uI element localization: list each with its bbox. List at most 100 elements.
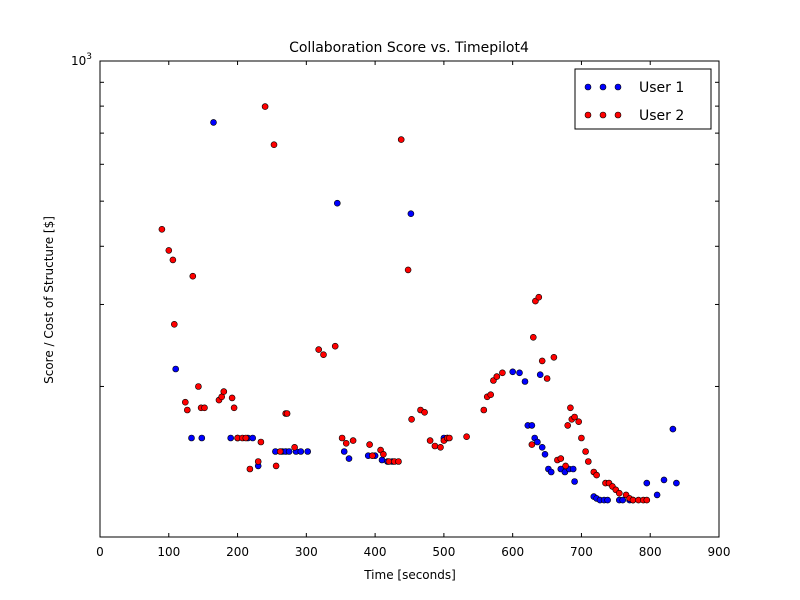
data-point-user-2 [463,433,470,441]
data-point-user-2 [426,437,434,444]
data-point-user-1 [333,199,341,207]
data-point-user-2 [404,266,412,274]
data-point-user-2 [257,438,265,446]
data-point-user-1 [571,478,578,485]
data-point-user-1 [604,496,611,504]
data-point-user-1 [378,456,386,464]
x-tick-label: 500 [432,545,455,559]
data-point-user-1 [673,479,680,487]
data-point-user-2 [538,357,546,365]
data-point-user-2 [349,437,357,444]
data-point-user-2 [315,346,323,353]
y-axis-label: Score / Cost of Structure [$] [42,216,56,384]
data-point-user-2 [366,441,373,448]
data-point-user-2 [338,434,346,442]
x-tick-label: 100 [157,545,180,559]
data-point-user-1 [285,448,293,455]
data-point-user-2 [543,375,551,382]
data-point-user-2 [270,141,278,148]
data-point-user-2 [342,439,350,447]
data-point-user-2 [550,353,558,361]
data-point-user-2 [320,351,327,359]
data-point-user-1 [345,455,353,462]
data-point-user-2 [557,455,565,462]
data-point-user-2 [184,406,191,414]
x-axis-label: Time [seconds] [363,568,456,582]
data-point-user-2 [385,458,393,465]
x-tick-label: 800 [639,545,662,559]
data-point-user-2 [493,373,501,380]
data-point-user-2 [562,462,569,470]
data-point-user-2 [158,226,166,233]
data-point-user-1 [669,425,677,433]
data-point-user-2 [564,422,572,429]
data-point-user-2 [246,465,254,473]
data-point-user-1 [198,434,206,442]
data-point-user-1 [516,369,523,377]
x-tick-label: 700 [570,545,593,559]
data-point-user-1 [538,443,546,451]
data-point-user-2 [228,394,236,402]
data-point-user-2 [261,103,269,110]
data-point-user-1 [660,476,668,484]
data-point-user-2 [331,342,339,350]
data-point-user-2 [446,434,453,442]
data-point-user-2 [529,333,537,341]
x-tick-label: 200 [226,545,249,559]
data-point-user-1 [210,119,217,126]
legend-marker [584,111,592,119]
legend-marker [614,83,622,91]
data-point-user-2 [169,256,177,264]
data-point-user-2 [629,496,637,504]
data-point-user-2 [369,452,376,460]
data-point-user-2 [567,404,574,412]
data-point-user-2 [437,443,444,451]
data-point-user-2 [195,383,202,390]
data-point-user-2 [397,136,405,143]
data-point-user-2 [528,441,536,448]
data-point-user-2 [283,410,291,417]
legend-marker [599,111,607,119]
data-point-user-1 [340,448,348,455]
data-point-user-2 [272,462,280,470]
legend-marker [614,111,622,119]
legend-label: User 2 [639,108,684,124]
x-tick-label: 300 [295,545,318,559]
data-point-user-1 [569,465,577,473]
data-point-user-2 [575,418,583,426]
data-point-user-2 [643,496,651,504]
data-point-user-1 [297,448,305,455]
data-point-user-2 [582,448,589,455]
data-point-user-2 [201,404,208,412]
data-point-user-2 [615,489,623,497]
data-point-user-1 [534,438,541,446]
data-point-user-2 [408,415,415,423]
data-point-user-2 [499,369,506,377]
data-point-user-1 [643,479,651,487]
legend-items: User 1 User 2 [584,80,684,124]
data-point-user-2 [593,471,600,479]
data-point-user-2 [380,450,387,458]
data-point-user-2 [571,413,578,421]
data-point-user-2 [276,448,284,455]
data-point-user-2 [189,272,197,280]
legend-marker [584,83,592,91]
data-point-user-1 [528,422,536,429]
x-tick-label: 0 [96,545,104,559]
x-tick-label: 400 [364,545,387,559]
x-tick-label: 900 [708,545,731,559]
data-point-user-2 [220,388,228,395]
data-point-user-2 [182,398,189,406]
data-point-user-2 [487,391,495,399]
data-point-user-2 [431,442,439,450]
data-point-user-2 [254,458,262,465]
data-point-user-2 [230,404,238,412]
data-point-user-1 [619,496,627,504]
legend-box [574,68,712,130]
data-point-user-2 [535,293,543,301]
data-point-user-1 [541,450,549,458]
data-point-user-2 [578,434,585,442]
data-point-user-1 [172,365,179,373]
ticks-layer: 0 100 200 300 400 500 600 700 800 900 103 [71,52,730,559]
